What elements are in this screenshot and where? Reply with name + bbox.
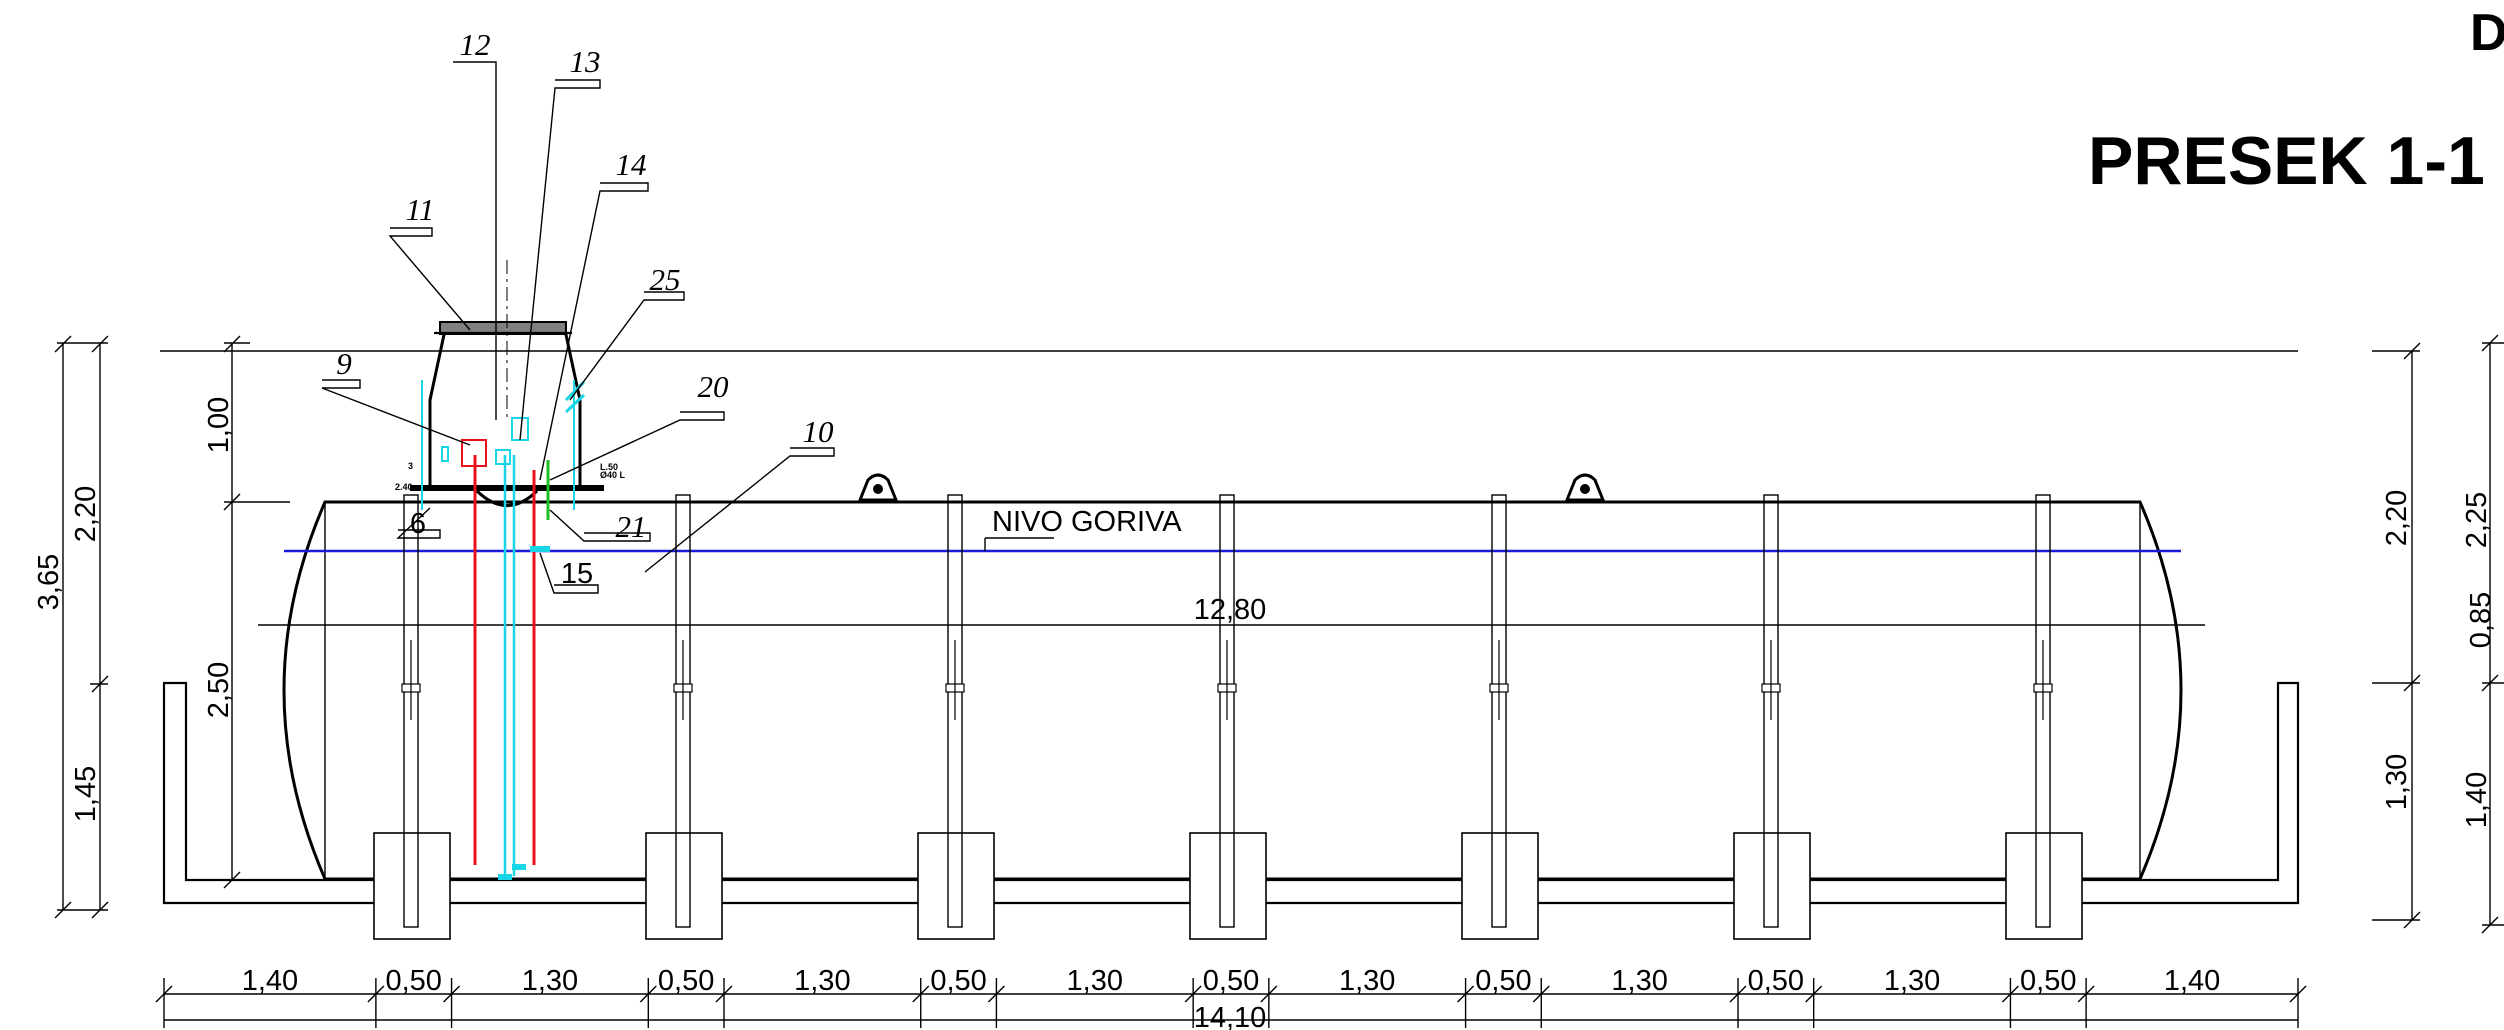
anchor-strap [1491,494,1507,928]
anchor-strap [403,494,419,928]
dim-tick-slash [155,985,173,1003]
callout-12: 12 [460,27,491,62]
dim-tick-slash [367,985,385,1003]
dim-tick-slash [1532,985,1550,1003]
callout-25: 25 [650,262,681,297]
anchor-strap [675,494,691,928]
tiny-label-a: 3 [408,461,413,471]
callout-10: 10 [803,414,835,449]
lifting-lug-left-hole [873,484,883,494]
dim-tick-slash [987,985,1005,1003]
anchor-block [2005,832,2083,940]
right-b-mid-dim: 0,85 [2465,592,2497,648]
cyan-vent-2 [564,393,586,414]
right-a-upper-dim: 2,20 [2381,490,2413,546]
anchor-block [645,832,723,940]
tiny-label-c: L.50 [600,462,618,472]
bottom-segment-dim: 1,40 [2164,965,2220,997]
bottom-segment-dim: 0,50 [1748,965,1804,997]
anchor-block [917,832,995,940]
callout-21: 21 [616,509,647,544]
left-upper-dim: 2,20 [70,486,102,542]
dim-tick-slash [912,985,930,1003]
section-title: PRESEK 1-1 [2088,123,2485,199]
anchor-strap [1219,494,1235,928]
dim-tick-slash [715,985,733,1003]
anchor-strap [2035,494,2051,928]
bottom-segment-dim: 0,50 [385,965,441,997]
bottom-segment-dim: 1,30 [1611,965,1667,997]
dim-tick-slash [1729,985,1747,1003]
lifting-lug-right-hole [1580,484,1590,494]
bottom-segment-dim: 0,50 [1203,965,1259,997]
left-outer-dims [54,335,109,919]
concrete-pit [162,681,2300,905]
left-inner-dims [223,335,290,889]
anchor-block [1189,832,1267,940]
cyan-sensor [441,446,449,462]
right-b-upper-dim: 2,25 [2461,492,2493,548]
tiny-label-d: Ø40 L [600,470,626,480]
manhole-flange [410,485,604,491]
bottom-segment-dim: 0,50 [658,965,714,997]
cyan-float [530,546,550,552]
fuel-level-label: NIVO GORIVA [992,506,1182,538]
fuel-level-leader [984,537,1054,551]
sheet-edge-label: D [2470,4,2504,62]
anchor-block [1733,832,1811,940]
right-b-lower-dim: 1,40 [2461,772,2493,828]
bottom-segment-dim: 0,50 [1475,965,1531,997]
dim-tick-slash [639,985,657,1003]
callout-11: 11 [406,192,435,227]
tank-length-dim: 12,80 [1194,594,1267,626]
anchor-block [373,832,451,940]
anchor-strap [1763,494,1779,928]
bottom-dimension-chain: 1,40 0,50 1,30 0,50 1,30 0,50 1,30 0,50 1,30 0,50… [155,965,2307,1028]
callout-14: 14 [616,147,647,182]
left-top-dim: 1,00 [203,397,235,453]
dim-tick-slash [2077,985,2095,1003]
dim-tick-slash [2289,985,2307,1003]
left-lower-dim: 1,45 [70,766,102,822]
dim-tick-slash [1260,985,1278,1003]
right-dims-b [2481,334,2504,934]
bottom-segment-dim: 0,50 [930,965,986,997]
callout-9: 9 [336,346,352,381]
dim-tick-slash [1457,985,1475,1003]
dim-tick-slash [2001,985,2019,1003]
callout-leaders [321,61,835,594]
right-a-lower-dim: 1,30 [2381,754,2413,810]
anchor-strap [947,494,963,928]
callout-15: 15 [561,558,593,590]
left-body-dim: 2,50 [203,662,235,718]
tiny-label-b: 2.40 [395,482,413,492]
dim-tick-slash [443,985,461,1003]
cyan-valve [495,449,511,465]
lifting-lug-right [1564,473,1606,502]
bottom-segment-dim: 0,50 [2020,965,2076,997]
anchor-straps [373,494,2083,940]
bottom-segment-dim: 1,30 [522,965,578,997]
bottom-segment-dim: 1,40 [242,965,298,997]
lifting-lug-left [857,473,899,502]
left-total-dim: 3,65 [33,554,65,610]
bottom-segment-dim: 1,30 [1884,965,1940,997]
total-length-dim: 14,10 [1194,1002,1267,1030]
red-fitting [461,439,487,467]
anchor-block [1461,832,1539,940]
bottom-segment-dim: 1,30 [1339,965,1395,997]
dim-tick-slash [1805,985,1823,1003]
bottom-segment-dim: 1,30 [794,965,850,997]
callout-20: 20 [698,369,730,404]
callout-6: 6 [410,508,426,540]
bottom-segment-dim: 1,30 [1067,965,1123,997]
dim-tick-slash [1184,985,1202,1003]
cyan-foot [498,874,512,880]
cyan-foot-2 [512,864,526,870]
manhole-neck [475,489,539,507]
right-dims-a [2372,342,2421,929]
callout-13: 13 [570,44,601,79]
